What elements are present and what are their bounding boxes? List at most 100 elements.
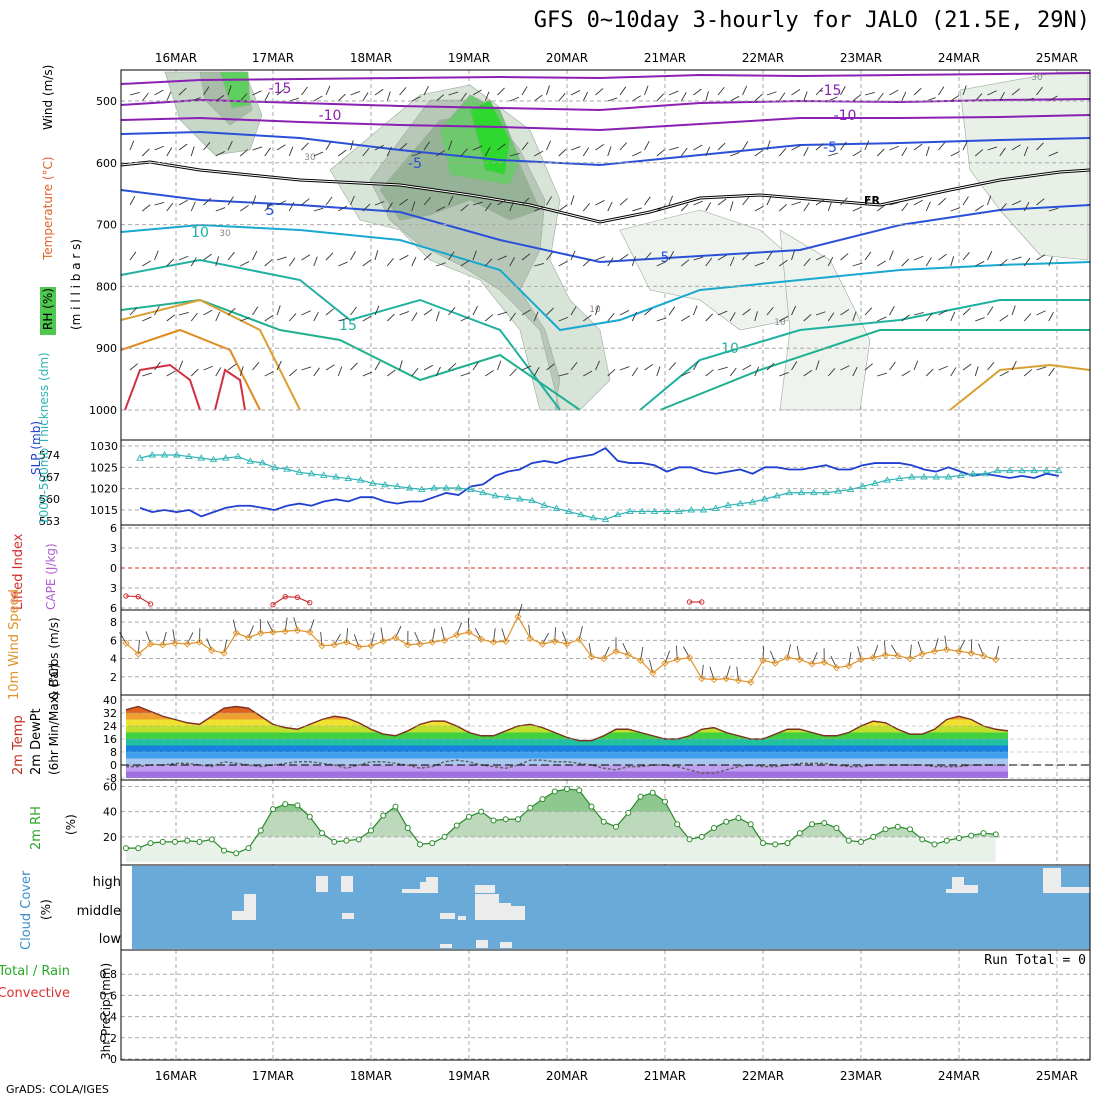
thickness-point [172, 451, 181, 458]
wind-speed-point [453, 631, 461, 639]
wind-barb [325, 85, 331, 96]
temperature-contour [949, 363, 1091, 411]
temp-tick: 40 [103, 694, 117, 707]
wind-barb [840, 309, 850, 316]
thickness-point [209, 455, 218, 463]
wind-speed-point [771, 659, 779, 667]
wind-barb [852, 262, 863, 267]
rh-point [233, 850, 240, 857]
wind-barb [534, 262, 545, 267]
cloud-block [426, 877, 438, 883]
cloud-block [244, 894, 256, 920]
wind-barb [1048, 311, 1054, 322]
wind-barb [950, 311, 956, 322]
wind-barb [595, 305, 599, 316]
wind-speed-point [171, 639, 179, 647]
wind-barb [632, 151, 642, 157]
wind-barb [252, 362, 260, 371]
li-tick: 6 [110, 602, 117, 615]
wind-barb [962, 307, 971, 316]
wind-barb [791, 361, 798, 371]
wind-speed-point [159, 641, 167, 649]
wind-barb [595, 200, 605, 206]
rh-point [306, 813, 313, 820]
date-label-top: 20MAR [546, 51, 588, 65]
ylabel-wind: Wind (m/s) [41, 65, 55, 130]
wind-barb [619, 86, 627, 96]
thickness-point [417, 485, 426, 493]
wind-barb [423, 197, 431, 206]
wind-barb [190, 368, 199, 377]
freezing-label: FR [864, 194, 881, 207]
rh-point [600, 818, 607, 825]
temperature-contour [120, 223, 1091, 332]
rh-point [637, 793, 644, 800]
wind-barb [215, 151, 225, 157]
thickness-point [993, 466, 1002, 474]
wind-barb [166, 258, 175, 267]
date-label-top: 25MAR [1036, 51, 1078, 65]
rh-point [319, 830, 325, 837]
wind-barb [570, 90, 581, 96]
wind-barb [1011, 200, 1022, 206]
wind-barb [558, 93, 566, 102]
wind-barb [154, 250, 159, 261]
rh-point [919, 836, 926, 843]
wind-barb [239, 205, 249, 212]
wind-barb [938, 253, 947, 261]
wind-barb [791, 305, 797, 316]
wind-barb [668, 362, 677, 371]
wind-barb [766, 251, 773, 261]
thickness-point [699, 506, 708, 513]
wind-speed-point [894, 652, 902, 660]
wind-barb [203, 142, 211, 151]
wind-barb [962, 85, 967, 96]
li-point [270, 601, 276, 608]
temp-line [125, 705, 1009, 742]
wind-barb [644, 308, 653, 316]
rh-point [723, 818, 730, 825]
wind-speed-point [979, 652, 988, 660]
rh-point [686, 836, 693, 843]
wind-barb [154, 89, 164, 96]
wind-barb [252, 306, 259, 316]
wind-barb [877, 260, 887, 267]
wind-tick: 8 [110, 616, 117, 629]
thickness-point [332, 473, 340, 480]
temp-tick: 24 [103, 720, 117, 733]
thickness-point [736, 499, 745, 507]
cloud-block [1061, 887, 1090, 893]
contour-label-rh: 10 [589, 305, 601, 315]
precip-tick: 0.2 [100, 1032, 118, 1045]
wind-barb [546, 251, 554, 261]
ylabel-rh: RH (%) [41, 288, 55, 330]
wind-barb [411, 312, 418, 322]
wind-barb [509, 312, 516, 322]
wind-barb [337, 149, 347, 157]
wind-barb [852, 94, 861, 102]
wind-barb [411, 152, 422, 157]
li-tick: 3 [110, 582, 117, 595]
wind-barb [203, 197, 212, 206]
wind-barb [301, 198, 310, 206]
wind-barb [399, 142, 408, 151]
wind-barb [203, 365, 213, 371]
wind-speed-point [918, 650, 926, 658]
wind-speed-point [526, 634, 534, 643]
contour-label-purple: -15 [819, 83, 842, 99]
wind-barb [901, 91, 907, 102]
wind-barb [779, 315, 789, 322]
wind-barb [276, 305, 281, 316]
wind-barb [877, 316, 887, 322]
wind-barb [864, 363, 873, 371]
contour-label-cyan: 10 [191, 225, 209, 241]
thickness-point [626, 507, 634, 515]
thickness-point [1054, 466, 1063, 474]
wind-barb [791, 250, 796, 261]
wind-barb [901, 370, 911, 377]
thickness-point [479, 488, 487, 496]
wind-barb [386, 202, 393, 212]
wind-barb [950, 151, 960, 157]
wind-barb [350, 306, 357, 316]
wind-barb [1048, 95, 1058, 102]
